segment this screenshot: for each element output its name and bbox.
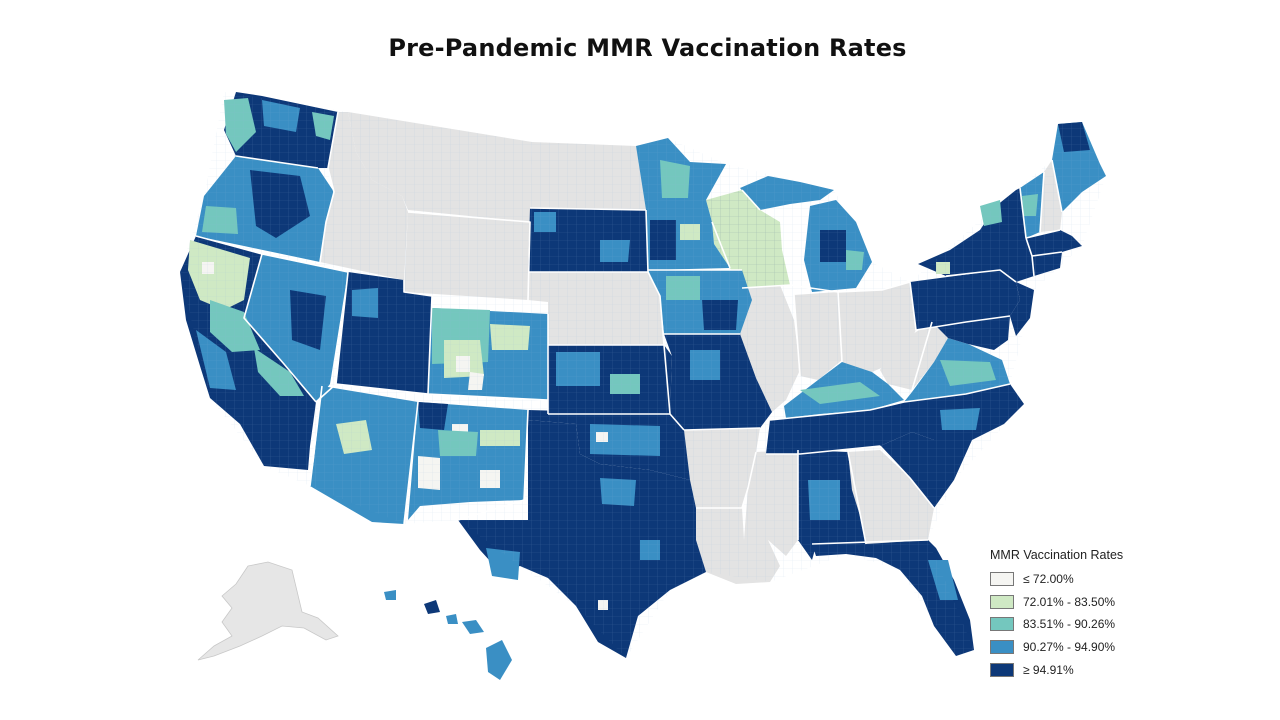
map-legend: MMR Vaccination Rates ≤ 72.00% 72.01% - …: [990, 548, 1160, 681]
map-title: Pre-Pandemic MMR Vaccination Rates: [388, 34, 907, 62]
legend-item: 83.51% - 90.26%: [990, 613, 1160, 636]
state-hawaii-oahu: [446, 614, 458, 624]
legend-label: 90.27% - 94.90%: [1023, 640, 1116, 655]
legend-title: MMR Vaccination Rates: [990, 548, 1124, 562]
legend-label: ≥ 94.91%: [1023, 662, 1074, 677]
legend-label: 72.01% - 83.50%: [1023, 594, 1116, 609]
legend-label: 83.51% - 90.26%: [1023, 617, 1116, 632]
legend-item: ≤ 72.00%: [990, 568, 1160, 591]
legend-swatch: [990, 617, 1014, 632]
legend-swatch: [990, 594, 1014, 609]
state-alaska: [197, 561, 339, 661]
state-hawaii-molokai: [424, 600, 440, 614]
legend-swatch: [990, 662, 1014, 677]
state-borders: [195, 111, 1063, 545]
legend-item: 72.01% - 83.50%: [990, 591, 1160, 614]
state-hawaii-maui: [462, 620, 484, 634]
legend-swatch: [990, 640, 1014, 655]
legend-item: 90.27% - 94.90%: [990, 636, 1160, 659]
legend-label: ≤ 72.00%: [1023, 572, 1074, 587]
state-hawaii-big: [486, 640, 512, 680]
county-boundaries: [180, 92, 1106, 658]
legend-swatch: [990, 572, 1014, 587]
state-hawaii-kauai: [384, 590, 396, 600]
legend-item: ≥ 94.91%: [990, 658, 1160, 681]
